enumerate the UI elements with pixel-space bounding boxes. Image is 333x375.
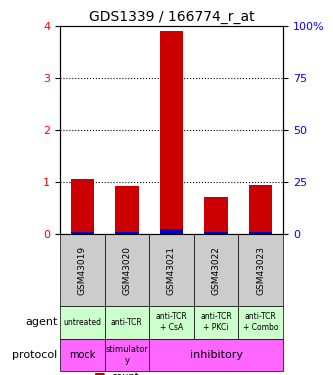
FancyBboxPatch shape (149, 306, 194, 339)
FancyBboxPatch shape (238, 306, 283, 339)
Text: GSM43020: GSM43020 (122, 246, 132, 295)
Text: count: count (111, 372, 139, 375)
FancyBboxPatch shape (105, 234, 149, 306)
Text: GSM43019: GSM43019 (78, 246, 87, 295)
Bar (115, 186, 139, 234)
Bar (249, 185, 272, 234)
FancyBboxPatch shape (149, 234, 194, 306)
Text: anti-TCR
+ CsA: anti-TCR + CsA (156, 312, 187, 332)
Bar (249, 232, 272, 234)
Text: anti-TCR
+ Combo: anti-TCR + Combo (243, 312, 278, 332)
Title: GDS1339 / 166774_r_at: GDS1339 / 166774_r_at (89, 10, 254, 24)
Bar (204, 232, 228, 234)
Text: inhibitory: inhibitory (189, 350, 243, 360)
Text: ■: ■ (93, 370, 105, 375)
Text: anti-TCR
+ PKCi: anti-TCR + PKCi (200, 312, 232, 332)
FancyBboxPatch shape (60, 306, 105, 339)
Text: GSM43022: GSM43022 (211, 246, 221, 295)
Bar (115, 232, 139, 234)
Text: ■: ■ (93, 373, 105, 375)
FancyBboxPatch shape (60, 234, 105, 306)
FancyBboxPatch shape (105, 306, 149, 339)
FancyBboxPatch shape (238, 234, 283, 306)
Bar (71, 232, 94, 234)
Bar (160, 32, 183, 234)
FancyBboxPatch shape (105, 339, 149, 371)
FancyBboxPatch shape (194, 234, 238, 306)
Bar (160, 229, 183, 234)
Text: stimulator
y: stimulator y (106, 345, 148, 364)
Bar (71, 179, 94, 234)
Text: GSM43023: GSM43023 (256, 246, 265, 295)
FancyBboxPatch shape (149, 339, 283, 371)
Bar (204, 197, 228, 234)
Text: GSM43021: GSM43021 (167, 246, 176, 295)
FancyBboxPatch shape (194, 306, 238, 339)
Text: protocol: protocol (12, 350, 58, 360)
Text: mock: mock (69, 350, 96, 360)
Text: anti-TCR: anti-TCR (111, 318, 143, 327)
Text: untreated: untreated (63, 318, 101, 327)
Text: agent: agent (25, 317, 58, 327)
FancyBboxPatch shape (60, 339, 105, 371)
